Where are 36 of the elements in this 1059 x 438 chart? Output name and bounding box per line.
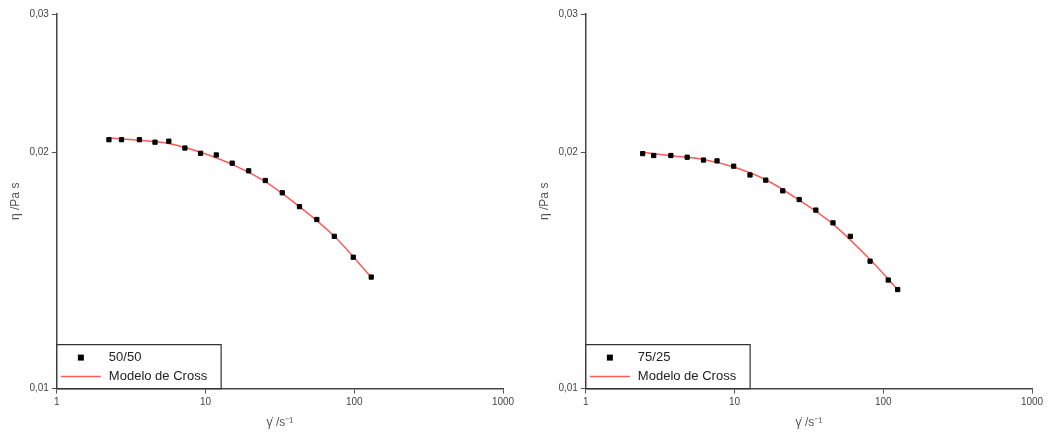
x-tick-label: 1 [54,396,61,408]
point [651,152,657,159]
y-tick-label: 0,03 [558,7,579,19]
point [847,233,853,239]
x-axis-title: γ̇ /s⁻¹ [795,415,823,430]
point [714,158,720,164]
x-tick-label: 10 [200,396,212,408]
point [780,188,786,194]
point [813,207,819,213]
x-tick-label: 1000 [1020,396,1044,408]
point [700,157,707,163]
point [684,154,690,160]
y-tick-label: 0,02 [29,146,50,157]
point [763,177,769,183]
point [895,286,901,293]
legend-label: Modelo de Cross [637,368,737,384]
point [668,152,674,159]
x-tick-label: 1000 [491,396,515,408]
point [830,220,836,226]
point [731,163,737,169]
x-tick-label: 10 [729,396,741,408]
x-tick-label: 100 [345,396,364,408]
y-tick-label: 0,01 [29,382,50,394]
point [747,172,753,178]
y-tick-label: 0,03 [29,7,50,19]
y-tick-label: 0,01 [558,382,579,394]
point [796,196,802,203]
x-axis-title: γ̇ /s⁻¹ [266,415,294,430]
legend-label: 75/25 [637,349,671,365]
legend-label: Modelo de Cross [108,368,208,384]
y-axis-title: η /Pa s [536,182,551,220]
x-tick-label: 1 [583,396,590,408]
y-axis-title: η /Pa s [7,182,22,220]
y-tick-label: 0,02 [558,146,579,157]
x-tick-label: 100 [874,396,893,408]
legend-label: 50/50 [108,349,142,365]
